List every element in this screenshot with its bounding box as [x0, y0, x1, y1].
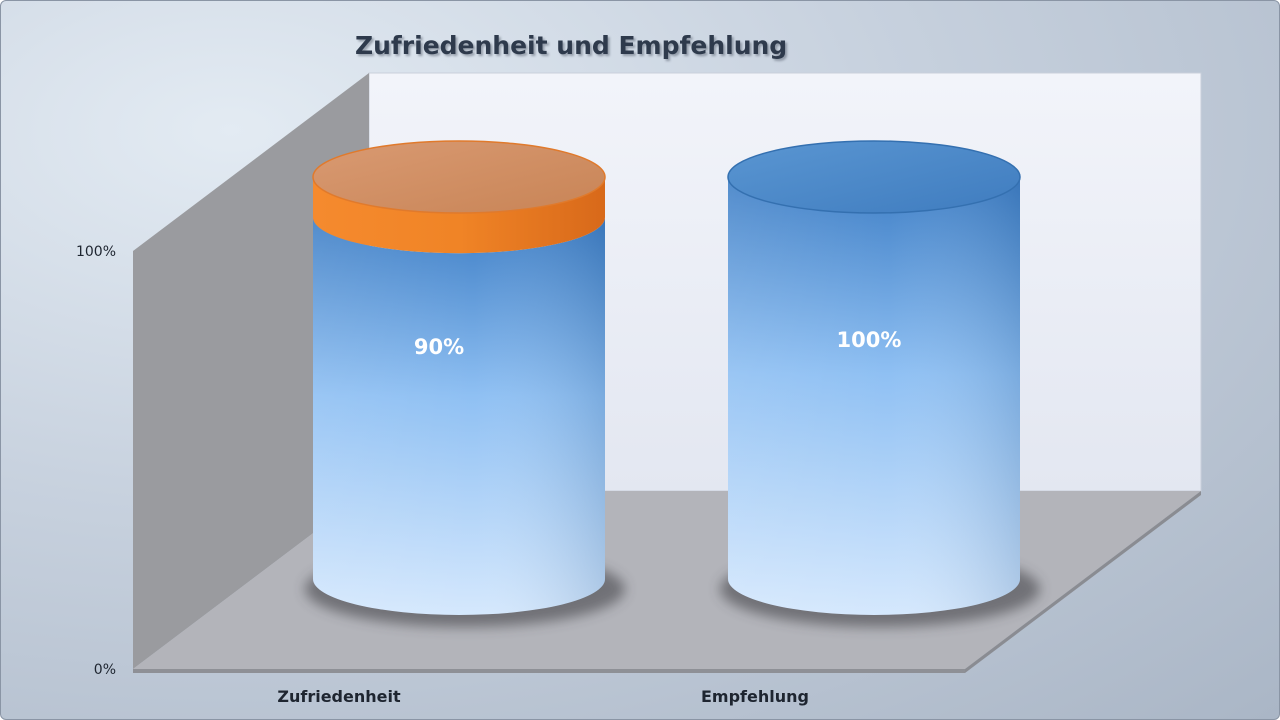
bar-zufriedenheit-series-1	[313, 177, 605, 254]
x-tick-label-empfehlung: Empfehlung	[701, 687, 809, 706]
data-label-empfehlung: 100%	[836, 328, 902, 352]
bars-layer	[305, 140, 1040, 627]
data-label-zufriedenheit: 90%	[413, 335, 465, 359]
bar-empfehlung-top-cap	[727, 140, 1021, 214]
side-wall	[133, 73, 369, 669]
bar-empfehlung-shading	[728, 177, 1020, 615]
bar-zufriedenheit-shading	[313, 217, 605, 615]
x-tick-label-zufriedenheit: Zufriedenheit	[277, 687, 401, 706]
y-tick-label-max: 100%	[75, 244, 116, 260]
y-tick-label-min: 0%	[93, 662, 116, 678]
bar-zufriedenheit-top-cap	[312, 140, 606, 214]
chart-title: Zufriedenheit und Empfehlung	[355, 31, 788, 60]
